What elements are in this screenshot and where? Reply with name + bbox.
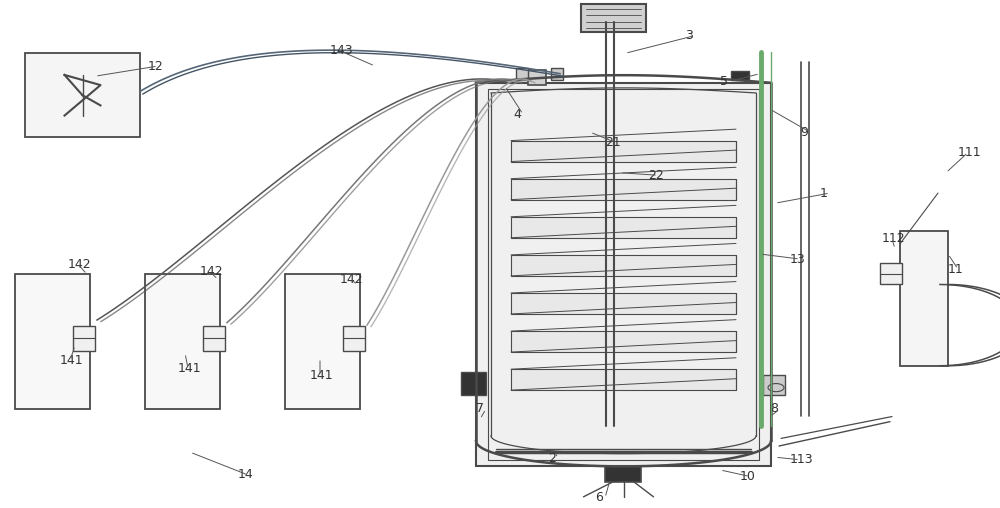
- Text: 143: 143: [330, 44, 354, 57]
- Bar: [488, 89, 759, 460]
- Bar: [285, 274, 360, 409]
- Bar: [511, 255, 736, 276]
- Bar: [511, 141, 736, 162]
- Bar: [461, 372, 486, 395]
- Bar: [731, 71, 749, 80]
- Text: 2: 2: [548, 452, 556, 465]
- Text: 141: 141: [60, 354, 84, 367]
- Bar: [15, 274, 90, 409]
- Text: 111: 111: [958, 146, 982, 159]
- Bar: [763, 375, 785, 395]
- Text: 112: 112: [882, 232, 906, 245]
- Bar: [476, 83, 771, 466]
- Bar: [551, 68, 563, 80]
- Text: 12: 12: [148, 59, 164, 73]
- Bar: [581, 4, 646, 32]
- Bar: [511, 369, 736, 390]
- Bar: [25, 53, 140, 137]
- Bar: [511, 331, 736, 352]
- Text: 1: 1: [820, 186, 828, 200]
- Text: 141: 141: [310, 369, 334, 383]
- Text: 142: 142: [200, 265, 224, 278]
- Text: 10: 10: [740, 470, 756, 483]
- Text: 142: 142: [68, 258, 92, 271]
- Text: 8: 8: [770, 402, 778, 416]
- Text: 6: 6: [595, 491, 603, 504]
- Bar: [605, 466, 641, 482]
- Text: 7: 7: [476, 402, 484, 416]
- Text: 14: 14: [238, 468, 254, 482]
- Bar: [73, 326, 95, 351]
- Bar: [343, 326, 365, 351]
- Bar: [511, 179, 736, 200]
- Text: 13: 13: [790, 252, 806, 266]
- Bar: [516, 68, 528, 80]
- Text: 21: 21: [605, 136, 621, 149]
- Text: 9: 9: [800, 125, 808, 139]
- Bar: [145, 274, 220, 409]
- Text: 3: 3: [685, 29, 693, 42]
- Text: 22: 22: [648, 169, 664, 182]
- Text: 142: 142: [340, 273, 364, 286]
- Bar: [511, 293, 736, 314]
- Text: 141: 141: [178, 362, 202, 375]
- Bar: [528, 70, 546, 85]
- Text: 113: 113: [790, 453, 814, 466]
- Bar: [880, 263, 902, 284]
- Bar: [900, 231, 948, 366]
- Text: 4: 4: [513, 108, 521, 121]
- Bar: [203, 326, 225, 351]
- Text: 5: 5: [720, 75, 728, 88]
- Text: 11: 11: [948, 263, 964, 276]
- Bar: [511, 217, 736, 238]
